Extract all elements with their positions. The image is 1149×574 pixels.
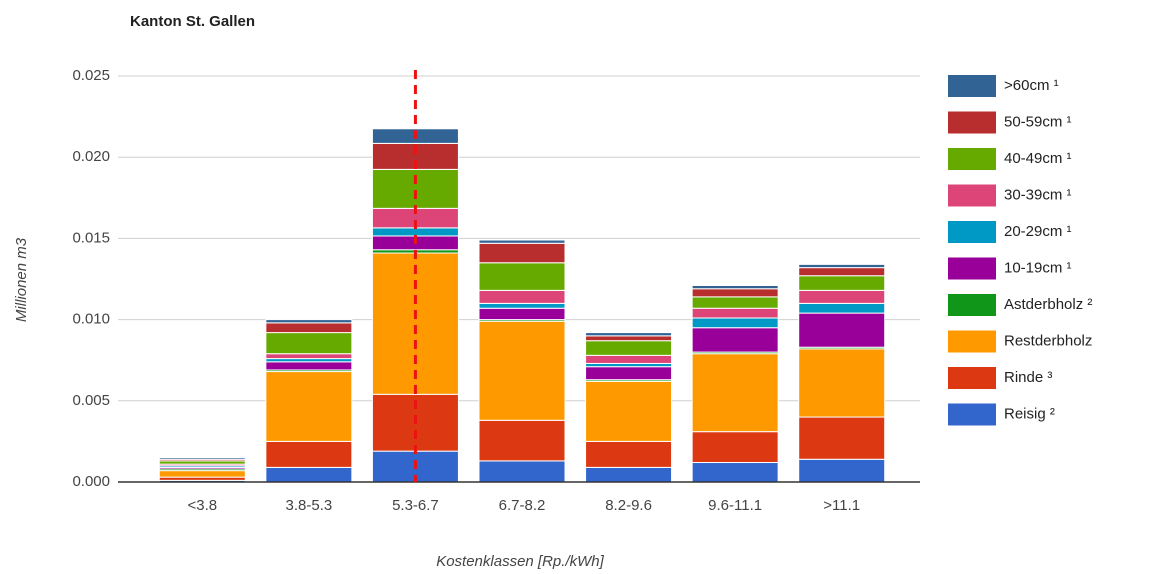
legend-swatch bbox=[948, 75, 996, 97]
bar-segment bbox=[478, 262, 566, 291]
bar-segment bbox=[691, 296, 779, 309]
bar-segment bbox=[585, 335, 673, 342]
chart-title: Kanton St. Gallen bbox=[130, 13, 255, 30]
bar-segment bbox=[691, 284, 779, 290]
bar-segment bbox=[691, 353, 779, 433]
legend-swatch bbox=[948, 257, 996, 280]
legend-label: Reisig ² bbox=[1004, 405, 1055, 422]
bar-segment bbox=[798, 302, 886, 314]
bar-segment bbox=[265, 440, 353, 468]
legend-label: 30-39cm ¹ bbox=[1004, 186, 1072, 203]
y-tick-label: 0.000 bbox=[72, 473, 110, 490]
legend-label: Restderbholz bbox=[1004, 332, 1092, 349]
bar-segment bbox=[371, 227, 459, 237]
legend-label: Astderbholz ² bbox=[1004, 296, 1092, 313]
bar-segment bbox=[265, 371, 353, 442]
legend-swatch bbox=[948, 294, 996, 316]
bar-segment bbox=[158, 470, 246, 478]
bar-segment bbox=[478, 302, 566, 309]
bar-segment bbox=[691, 307, 779, 319]
bar-segment bbox=[691, 327, 779, 353]
y-tick-label: 0.025 bbox=[72, 67, 110, 84]
bar-segment bbox=[265, 353, 353, 360]
legend-swatch bbox=[948, 148, 996, 170]
bar-segment bbox=[265, 466, 353, 483]
y-axis-label: Millionen m3 bbox=[13, 237, 30, 322]
bar-segment bbox=[798, 263, 886, 269]
bar-segment bbox=[691, 288, 779, 298]
x-tick-label: 5.3-6.7 bbox=[392, 497, 439, 514]
bar-segment bbox=[265, 319, 353, 324]
bar-segment bbox=[585, 354, 673, 364]
x-axis-label: Kostenklassen [Rp./kWh] bbox=[436, 553, 604, 570]
bar-segment bbox=[478, 460, 566, 483]
legend-swatch bbox=[948, 367, 996, 389]
y-tick-label: 0.005 bbox=[72, 392, 110, 409]
legend-swatch bbox=[948, 221, 996, 243]
x-tick-label: 3.8-5.3 bbox=[286, 497, 333, 514]
bar-segment bbox=[265, 332, 353, 355]
bar-segment bbox=[585, 440, 673, 468]
legend-label: 20-29cm ¹ bbox=[1004, 223, 1072, 240]
bar-segment bbox=[798, 289, 886, 304]
bar-segment bbox=[478, 320, 566, 421]
x-tick-label: 8.2-9.6 bbox=[605, 497, 652, 514]
bar-segment bbox=[158, 457, 246, 460]
x-tick-label: 9.6-11.1 bbox=[708, 497, 762, 514]
bar-segment bbox=[585, 340, 673, 356]
legend-swatch bbox=[948, 403, 996, 426]
legend-label: >60cm ¹ bbox=[1004, 77, 1059, 94]
bar-segment bbox=[585, 366, 673, 381]
bar-segment bbox=[585, 332, 673, 337]
bar-segment bbox=[478, 289, 566, 304]
y-tick-label: 0.015 bbox=[72, 229, 110, 246]
bar-segment bbox=[478, 239, 566, 244]
bar-segment bbox=[585, 466, 673, 483]
y-tick-label: 0.010 bbox=[72, 311, 110, 328]
legend-swatch bbox=[948, 111, 996, 134]
bar-segment bbox=[798, 267, 886, 277]
legend-label: Rinde ³ bbox=[1004, 369, 1052, 386]
bar-segment bbox=[798, 458, 886, 483]
bar-segment bbox=[478, 307, 566, 321]
bar-segment bbox=[691, 431, 779, 464]
x-tick-label: >11.1 bbox=[823, 497, 860, 514]
x-tick-label: 6.7-8.2 bbox=[499, 497, 546, 514]
legend-label: 50-59cm ¹ bbox=[1004, 113, 1072, 130]
bar-segment bbox=[478, 242, 566, 264]
bar-segment bbox=[265, 322, 353, 334]
y-tick-label: 0.020 bbox=[72, 148, 110, 165]
bar-segment bbox=[798, 275, 886, 291]
bar-segment bbox=[691, 462, 779, 483]
legend-label: 40-49cm ¹ bbox=[1004, 150, 1072, 167]
x-tick-label: <3.8 bbox=[187, 497, 217, 514]
bar-segment bbox=[478, 419, 566, 462]
legend-swatch bbox=[948, 330, 996, 353]
bar-segment bbox=[265, 361, 353, 371]
legend-swatch bbox=[948, 184, 996, 207]
bar-segment bbox=[798, 348, 886, 418]
legend-label: 10-19cm ¹ bbox=[1004, 259, 1072, 276]
bar-segment bbox=[798, 312, 886, 348]
bar-segment bbox=[798, 416, 886, 460]
bar-segment bbox=[691, 317, 779, 329]
bar-segment bbox=[585, 380, 673, 442]
